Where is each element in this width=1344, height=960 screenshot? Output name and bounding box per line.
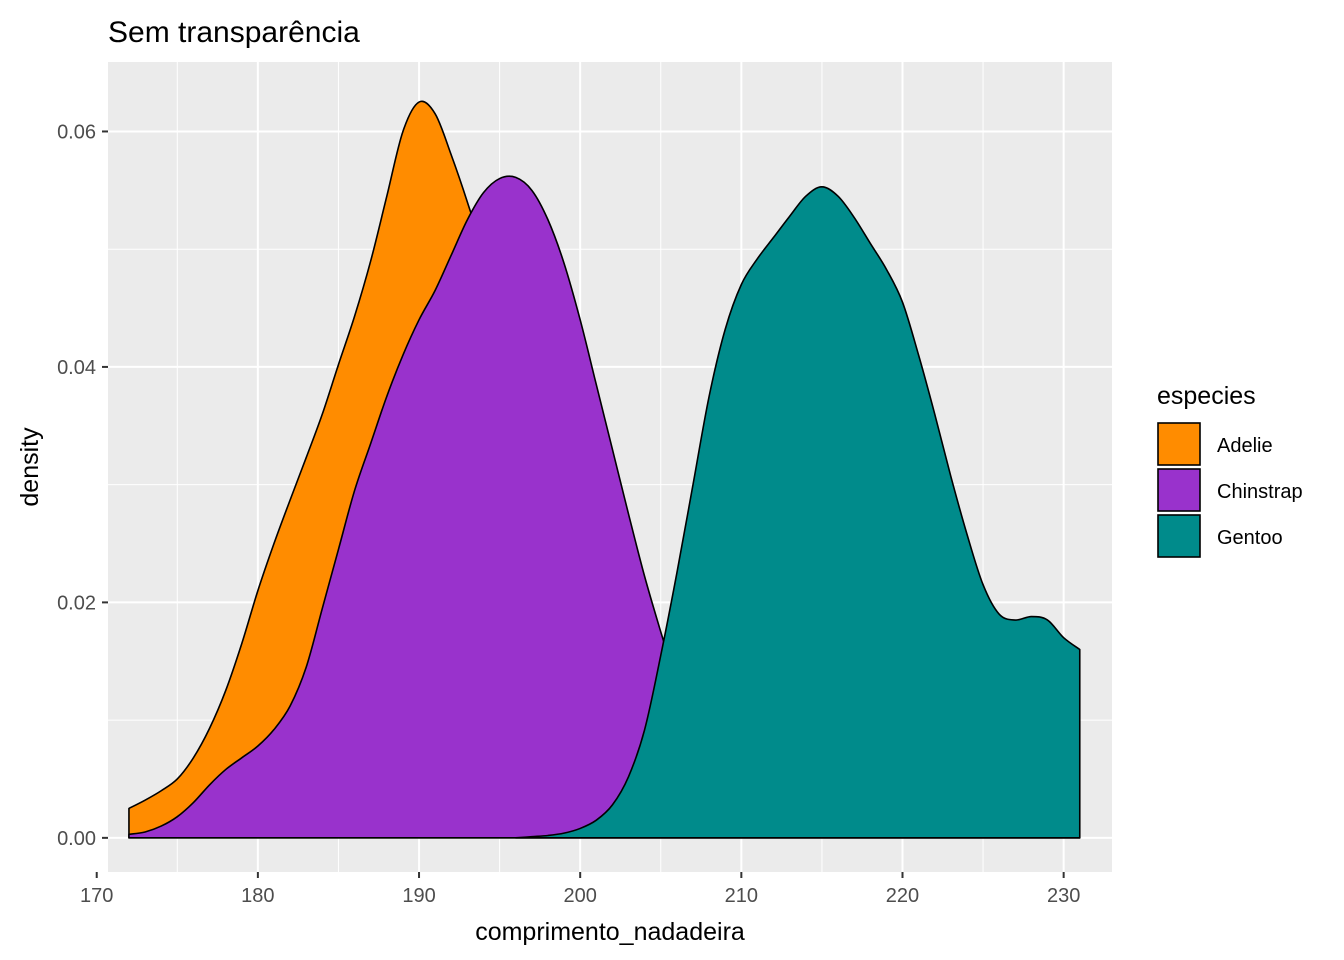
legend-label-adelie: Adelie	[1217, 435, 1273, 457]
y-tick-label: 0.06	[57, 121, 96, 143]
legend: especies Adelie Chinstrap Gentoo	[1157, 382, 1303, 558]
y-axis: 0.00 0.02 0.04 0.06	[57, 121, 108, 850]
legend-title: especies	[1157, 382, 1256, 410]
y-tick-label: 0.00	[57, 828, 96, 850]
y-tick-label: 0.02	[57, 592, 96, 614]
y-axis-title: density	[16, 427, 44, 507]
density-area-gentoo	[514, 186, 1081, 839]
x-tick-label: 170	[80, 885, 113, 907]
x-axis: 170 180 190 200 210 220 230	[80, 872, 1080, 907]
x-tick-label: 200	[563, 885, 596, 907]
x-tick-label: 180	[241, 885, 274, 907]
legend-key-gentoo	[1157, 514, 1201, 558]
chart-title: Sem transparência	[108, 16, 360, 49]
legend-label-chinstrap: Chinstrap	[1217, 481, 1303, 503]
x-tick-label: 220	[886, 885, 919, 907]
x-tick-label: 190	[402, 885, 435, 907]
legend-label-gentoo: Gentoo	[1217, 527, 1283, 549]
x-tick-label: 210	[725, 885, 758, 907]
legend-items: Adelie Chinstrap Gentoo	[1157, 422, 1303, 558]
legend-key-adelie	[1157, 422, 1201, 466]
y-tick-label: 0.04	[57, 357, 96, 379]
x-axis-title: comprimento_nadadeira	[475, 918, 745, 946]
density-areas	[128, 100, 1081, 839]
legend-key-chinstrap	[1157, 468, 1201, 512]
x-tick-label: 230	[1047, 885, 1080, 907]
